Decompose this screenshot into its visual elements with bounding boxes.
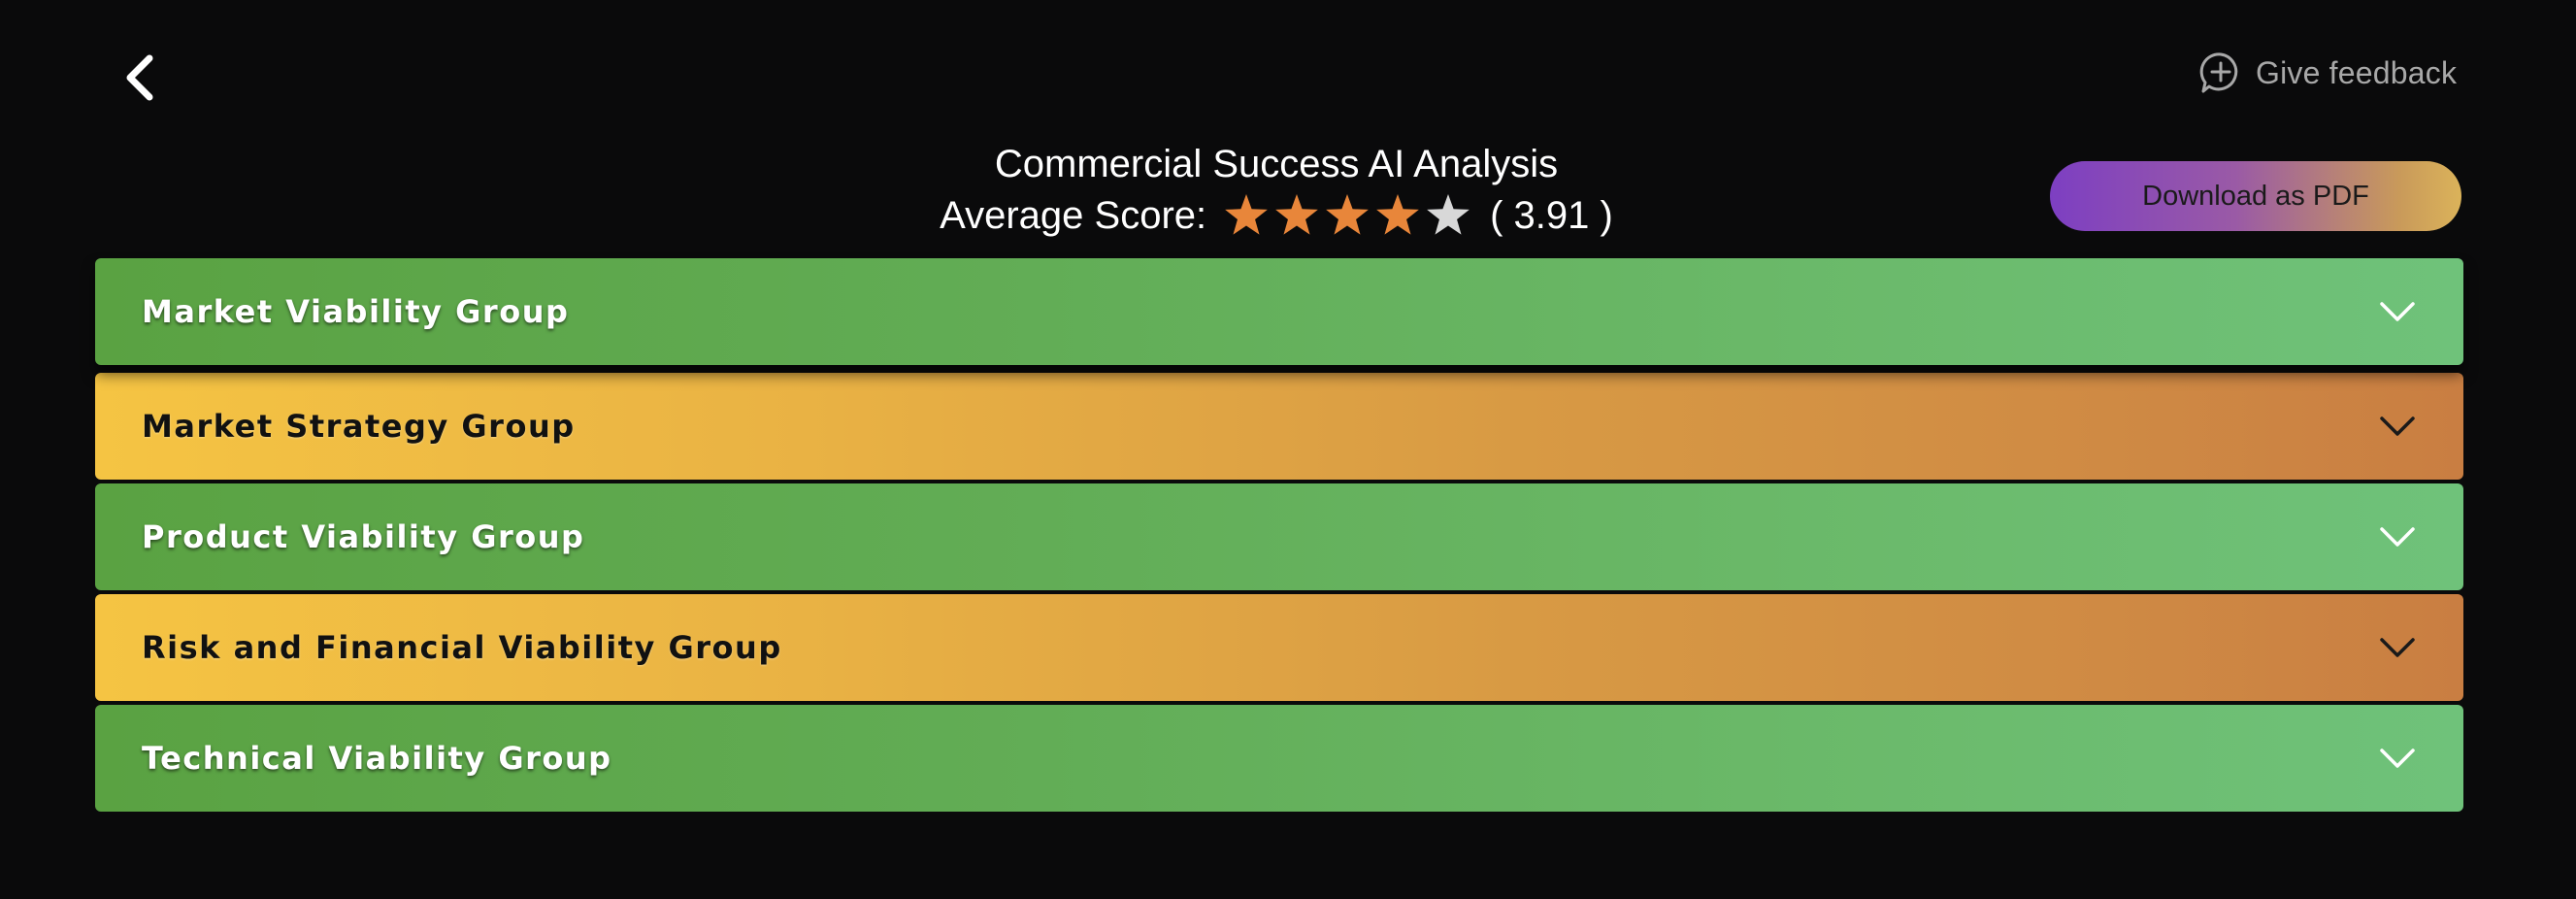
average-score-label: Average Score: [940,194,1207,237]
chevron-left-icon [126,54,153,101]
star-filled-icon [1275,194,1318,235]
star-filled-icon [1326,194,1369,235]
average-score-value: ( 3.91 ) [1490,194,1613,237]
star-filled-icon [1376,194,1419,235]
group-row-market-viability[interactable]: Market Viability Group [95,258,2463,365]
star-empty-icon [1427,194,1470,235]
chevron-down-icon [2380,749,2415,768]
group-row-market-strategy[interactable]: Market Strategy Group [95,373,2463,480]
group-row-risk-financial-viability[interactable]: Risk and Financial Viability Group [95,594,2463,701]
chevron-down-icon [2380,302,2415,321]
page-title: Commercial Success AI Analysis [994,143,1559,185]
group-row-technical-viability[interactable]: Technical Viability Group [95,705,2463,812]
chevron-down-icon [2380,638,2415,657]
chevron-down-icon [2380,416,2415,436]
group-title: Risk and Financial Viability Group [142,629,782,666]
chat-plus-icon [2199,52,2238,93]
analysis-header: Commercial Success AI Analysis Average S… [0,138,2553,241]
give-feedback-button[interactable]: Give feedback [2199,49,2457,97]
average-score: Average Score: ( 3.91 ) [0,190,2553,241]
group-title: Product Viability Group [142,518,585,555]
star-rating [1222,191,1472,240]
star-filled-icon [1225,194,1268,235]
group-title: Market Viability Group [142,293,570,330]
group-title: Technical Viability Group [142,740,612,777]
group-row-product-viability[interactable]: Product Viability Group [95,483,2463,590]
chevron-down-icon [2380,527,2415,547]
download-pdf-button[interactable]: Download as PDF [2050,161,2461,231]
back-button[interactable] [115,50,165,105]
give-feedback-label: Give feedback [2256,54,2458,90]
group-title: Market Strategy Group [142,408,576,445]
